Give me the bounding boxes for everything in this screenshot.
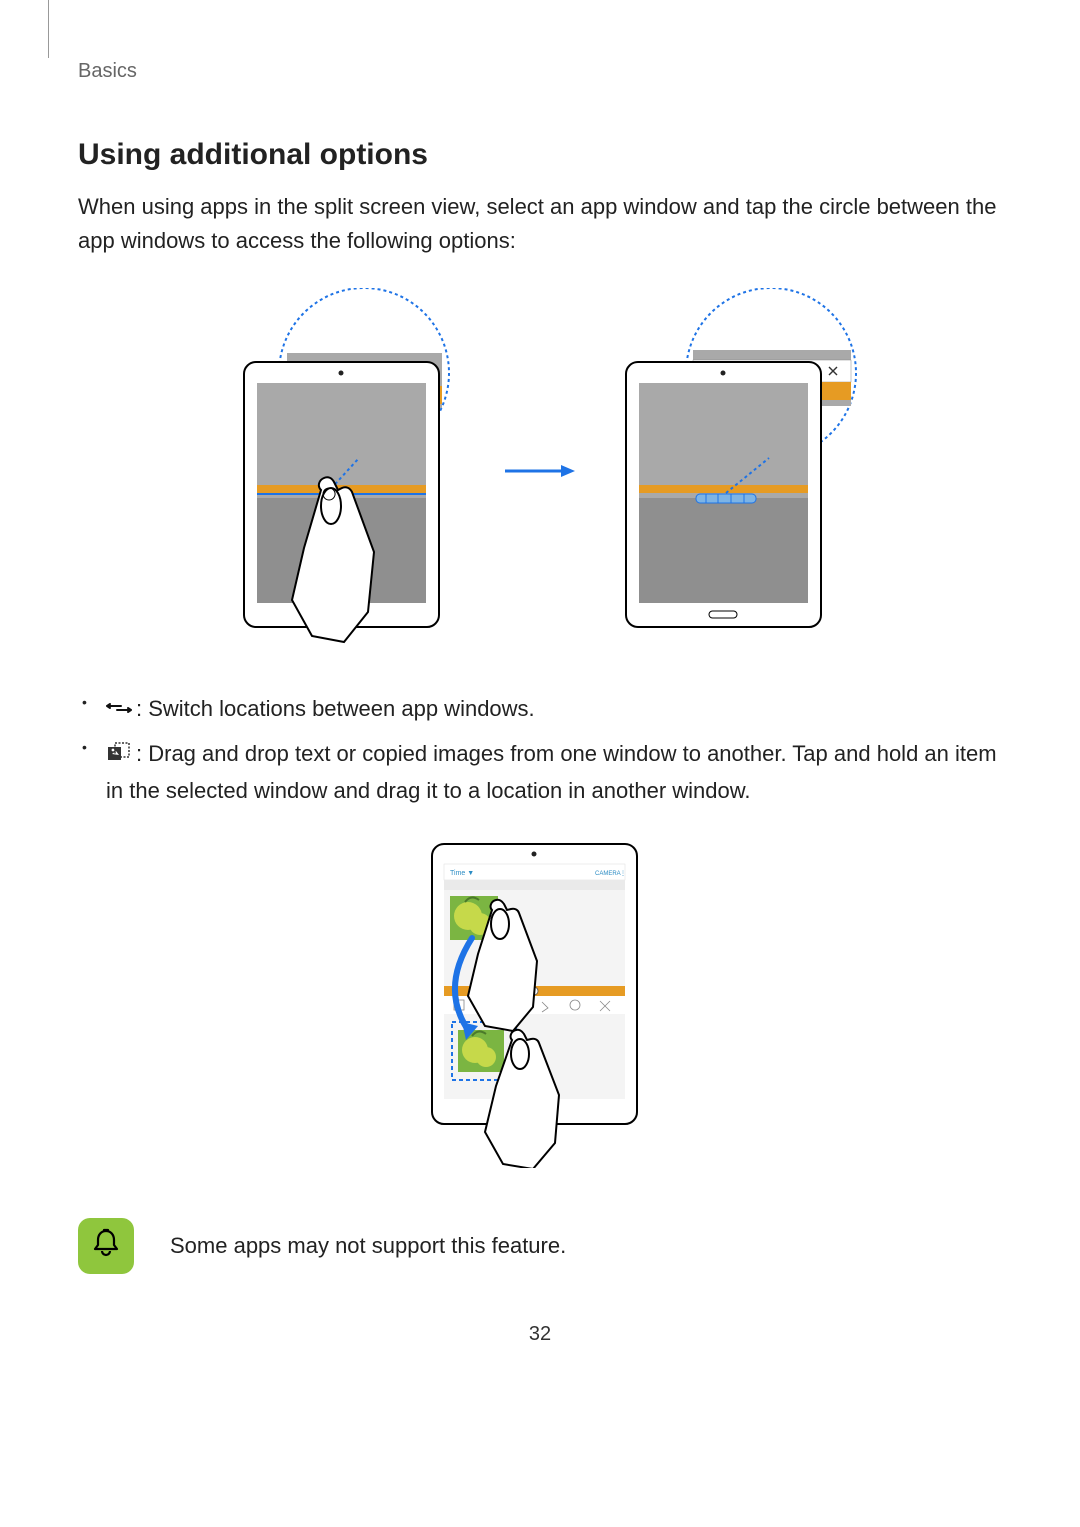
page-number: 32 — [0, 1323, 1080, 1346]
swap-icon — [106, 693, 132, 728]
tablet-left — [219, 288, 479, 653]
svg-text:Time ▼: Time ▼ — [450, 870, 474, 877]
note-row: Some apps may not support this feature. — [78, 1218, 1002, 1274]
header-divider — [48, 0, 49, 58]
options-list: : Switch locations between app windows. … — [78, 691, 1002, 808]
option-swap: : Switch locations between app windows. — [106, 691, 1002, 728]
tablet-right — [601, 288, 861, 653]
drag-drop-icon — [106, 738, 132, 773]
option-drag: : Drag and drop text or copied images fr… — [106, 736, 1002, 808]
arrow-right-icon — [505, 463, 575, 479]
breadcrumb: Basics — [78, 60, 1002, 83]
note-text: Some apps may not support this feature. — [170, 1233, 566, 1259]
figure-split-options — [78, 288, 1002, 653]
svg-text:CAMERA: CAMERA — [595, 871, 621, 877]
bell-icon — [89, 1226, 123, 1265]
section-title: Using additional options — [78, 138, 1002, 172]
option-swap-text: : Switch locations between app windows. — [136, 696, 535, 721]
figure-drag-between-windows: Time ▼ CAMERA ⋮ — [78, 838, 1002, 1168]
intro-paragraph: When using apps in the split screen view… — [78, 190, 1002, 258]
note-badge — [78, 1218, 134, 1274]
option-drag-text: : Drag and drop text or copied images fr… — [106, 741, 997, 803]
svg-text:⋮: ⋮ — [620, 871, 626, 877]
